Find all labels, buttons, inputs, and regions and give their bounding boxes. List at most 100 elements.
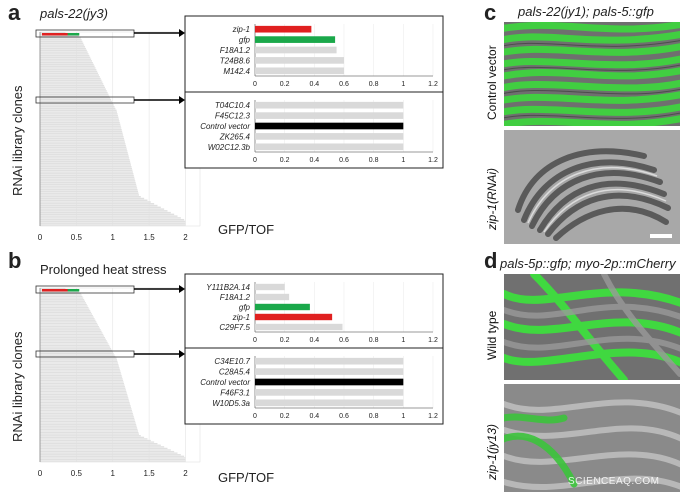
- a-main-bar: [40, 139, 125, 142]
- b-main-bar: [40, 357, 117, 359]
- b-main-bar: [40, 343, 109, 345]
- a-main-bar: [40, 181, 136, 184]
- a-main-bar: [40, 107, 116, 110]
- b-main-bar: [40, 333, 104, 336]
- a-main-bar: [40, 49, 87, 52]
- b-main-bar: [40, 401, 130, 404]
- a-main-bar: [40, 32, 66, 34]
- a-inset-top-label-1: gfp: [239, 36, 251, 45]
- b-main-bar: [40, 376, 123, 378]
- a-inset-top-label-2: F18A1.2: [220, 46, 251, 55]
- b-main-bar: [40, 321, 97, 323]
- b-inset-bottom-bar-3: [255, 389, 404, 396]
- b-main-bar: [40, 428, 138, 431]
- a-main-bar: [40, 40, 83, 43]
- scale-bar-c: [650, 234, 672, 238]
- a-main-bar: [40, 153, 129, 156]
- a-main-bar: [40, 56, 91, 59]
- a-inset-top-bar-3: [255, 57, 344, 64]
- a-main-bar: [40, 61, 93, 64]
- a-main-bar: [40, 100, 112, 103]
- b-main-bar: [40, 441, 155, 443]
- a-main-bar: [40, 208, 165, 210]
- b-main-bar: [40, 427, 138, 429]
- b-main-bar: [40, 412, 133, 415]
- b-main-bar: [40, 316, 94, 318]
- b-main-bar: [40, 452, 178, 454]
- worm-image-c-top: [504, 22, 680, 126]
- a-main-bar: [40, 70, 98, 73]
- a-main-bar: [40, 104, 114, 106]
- b-inset-bottom-xtick-3: 0.6: [339, 413, 349, 420]
- b-arrow-bottom-head: [179, 350, 185, 358]
- a-main-bar: [40, 90, 107, 92]
- a-inset-bottom-label-0: T04C10.4: [215, 101, 251, 110]
- a-main-bar: [40, 148, 127, 150]
- a-inset-bottom-label-3: ZK265.4: [219, 132, 251, 141]
- a-main-bar: [40, 81, 103, 83]
- a-inset-top-xtick-0: 0: [253, 81, 257, 88]
- panel-b-xlabel: GFP/TOF: [218, 470, 275, 485]
- a-main-bar: [40, 190, 139, 193]
- b-main-bar: [40, 314, 93, 317]
- a-main-bar: [40, 160, 131, 163]
- b-main-bar: [40, 346, 111, 348]
- b-inset-bottom-label-0: C34E10.7: [214, 357, 250, 366]
- b-main-bar: [40, 373, 122, 375]
- a-main-bar: [40, 211, 171, 214]
- b-main-bar: [40, 327, 100, 329]
- b-main-bar: [40, 322, 98, 325]
- b-main-bar: [40, 299, 85, 301]
- a-inset-top-frame: [184, 15, 444, 93]
- b-main-bar: [40, 325, 99, 328]
- panel-c-title: pals-22(jy1); pals-5::gfp: [518, 4, 654, 19]
- a-inset-bottom-label-2: Control vector: [200, 122, 250, 131]
- b-inset-top-label-3: zip-1: [232, 313, 250, 322]
- a-main-bar: [40, 63, 94, 66]
- micrograph-wild-type: [504, 274, 680, 380]
- a-main-bar: [40, 151, 128, 154]
- b-main-bar: [40, 431, 139, 434]
- a-main-bar: [40, 79, 102, 82]
- b-main-bar: [40, 393, 128, 396]
- a-main-bar: [40, 69, 97, 71]
- b-main-bar: [40, 288, 66, 290]
- b-inset-bottom-xtick-6: 1.2: [428, 413, 438, 420]
- b-inset-top-xtick-0: 0: [253, 337, 257, 344]
- a-main-bar: [40, 106, 115, 108]
- a-main-bar: [40, 201, 151, 203]
- label-zip1-rnai: zip-1(RNAi): [485, 167, 499, 230]
- a-main-bar: [40, 178, 135, 180]
- a-main-bar: [40, 109, 117, 112]
- a-main-bar: [40, 39, 82, 41]
- b-main-bar: [40, 425, 137, 427]
- a-main-bar: [40, 46, 86, 48]
- b-main-bar: [40, 341, 108, 344]
- b-main-bar: [40, 302, 86, 304]
- a-main-bar: [40, 196, 141, 198]
- b-main-bar: [40, 430, 139, 432]
- a-main-bar: [40, 47, 86, 50]
- a-main-bar: [40, 127, 122, 129]
- a-main-bar: [40, 137, 125, 140]
- a-main-bar: [40, 91, 108, 94]
- a-main-bar: [40, 51, 88, 53]
- b-inset-top-label-4: C29F7.5: [219, 323, 250, 332]
- a-main-bar: [40, 74, 99, 76]
- a-main-bar: [40, 84, 105, 87]
- a-main-bar: [40, 113, 118, 115]
- a-main-bar: [40, 54, 90, 57]
- b-main-bar: [40, 454, 181, 456]
- worm-image-d-bottom: [504, 384, 680, 492]
- a-main-bar: [40, 220, 186, 223]
- b-main-bar: [40, 381, 124, 383]
- b-inset-top-label-0: Y111B2A.14: [206, 283, 250, 292]
- b-inset-top-xtick-3: 0.6: [339, 337, 349, 344]
- a-main-bar: [40, 116, 119, 119]
- a-inset-bottom-xtick-5: 1: [401, 157, 405, 164]
- b-main-bar: [40, 362, 118, 364]
- a-main-bar: [40, 210, 168, 212]
- a-main-bar: [40, 44, 85, 46]
- b-main-bar: [40, 329, 101, 331]
- a-main-bar: [40, 176, 135, 179]
